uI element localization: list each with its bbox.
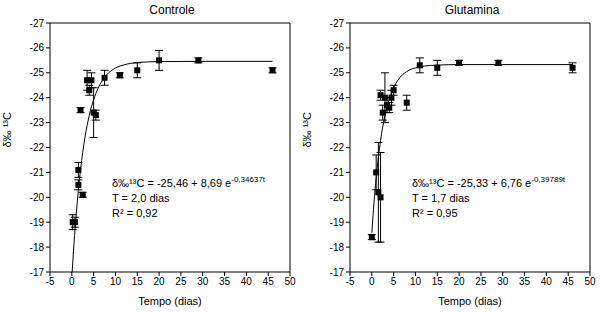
svg-text:30: 30: [497, 276, 509, 287]
svg-text:-27: -27: [30, 18, 45, 29]
svg-text:0: 0: [369, 276, 375, 287]
svg-text:5: 5: [391, 276, 397, 287]
svg-text:5: 5: [91, 276, 97, 287]
svg-text:45: 45: [263, 276, 275, 287]
svg-text:45: 45: [563, 276, 575, 287]
html-text:T = 2,0 dias: T = 2,0 dias: [112, 191, 170, 204]
html-text:δ‰¹³C = -25,46 + 8,69 e-0,3463: δ‰¹³C = -25,46 + 8,69 e-0,34637t: [112, 175, 266, 189]
svg-text:Tempo (dias): Tempo (dias): [138, 295, 202, 307]
svg-text:Tempo (dias): Tempo (dias): [438, 295, 502, 307]
svg-text:35: 35: [219, 276, 231, 287]
html-text:Controle: Controle: [149, 3, 195, 17]
html-text:R² = 0,95: R² = 0,95: [412, 206, 458, 219]
svg-text:-20: -20: [30, 192, 45, 203]
svg-text:-5: -5: [46, 276, 55, 287]
svg-text:-21: -21: [330, 167, 345, 178]
svg-text:15: 15: [132, 276, 144, 287]
svg-text:20: 20: [454, 276, 466, 287]
svg-text:-23: -23: [330, 117, 345, 128]
svg-text:-17: -17: [330, 267, 345, 278]
svg-text:15: 15: [432, 276, 444, 287]
svg-text:-25: -25: [330, 67, 345, 78]
html-text:R² = 0,92: R² = 0,92: [112, 206, 158, 219]
svg-text:-23: -23: [30, 117, 45, 128]
svg-text:δ‰ ¹³C: δ‰ ¹³C: [8, 112, 13, 148]
svg-text:50: 50: [284, 276, 296, 287]
svg-text:-25: -25: [30, 67, 45, 78]
html-text:δ‰¹³C = -25,33 + 6,76 e-0,3978: δ‰¹³C = -25,33 + 6,76 e-0,39789t: [412, 175, 566, 189]
svg-text:-24: -24: [330, 92, 345, 103]
svg-text:50: 50: [584, 276, 592, 287]
svg-text:0: 0: [69, 276, 75, 287]
svg-text:25: 25: [475, 276, 487, 287]
svg-text:20: 20: [154, 276, 166, 287]
svg-text:-18: -18: [30, 242, 45, 253]
svg-text:-22: -22: [30, 142, 45, 153]
svg-text:-5: -5: [346, 276, 355, 287]
svg-text:δ‰ ¹³C: δ‰ ¹³C: [301, 112, 313, 148]
svg-text:35: 35: [519, 276, 531, 287]
html-text:T = 1,7 dias: T = 1,7 dias: [412, 191, 470, 204]
svg-text:40: 40: [241, 276, 253, 287]
svg-text:-22: -22: [330, 142, 345, 153]
svg-text:-19: -19: [330, 217, 345, 228]
svg-text:-21: -21: [30, 167, 45, 178]
svg-text:-27: -27: [330, 18, 345, 29]
svg-text:-26: -26: [330, 42, 345, 53]
svg-text:-18: -18: [330, 242, 345, 253]
svg-text:-24: -24: [30, 92, 45, 103]
svg-text:-26: -26: [30, 42, 45, 53]
svg-text:10: 10: [110, 276, 122, 287]
svg-text:25: 25: [175, 276, 187, 287]
svg-text:-19: -19: [30, 217, 45, 228]
svg-text:40: 40: [541, 276, 553, 287]
svg-text:-20: -20: [330, 192, 345, 203]
svg-text:30: 30: [197, 276, 209, 287]
svg-text:-17: -17: [30, 267, 45, 278]
html-text:Glutamina: Glutamina: [444, 3, 500, 17]
svg-text:10: 10: [410, 276, 422, 287]
